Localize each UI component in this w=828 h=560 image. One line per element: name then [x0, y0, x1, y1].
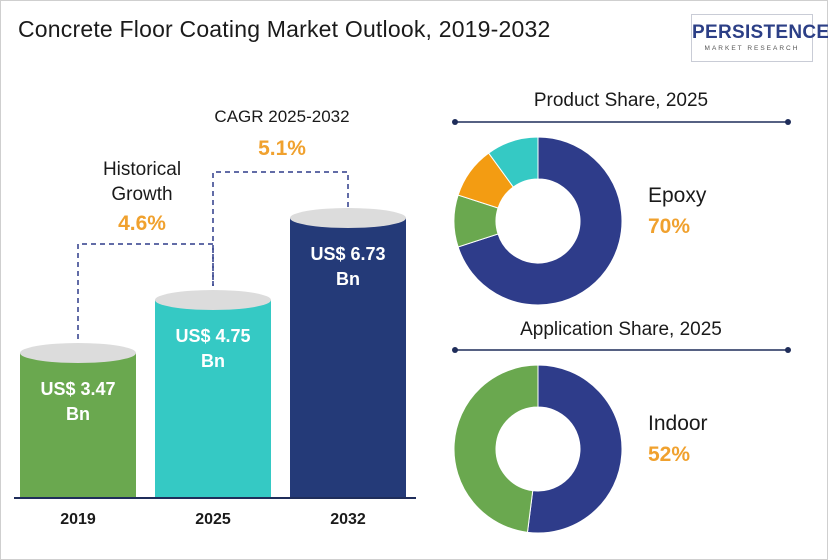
bar-chart: US$ 3.47 Bn 2019 US$ 4.75 Bn 2025 US$ 6.73 Bn 20…: [14, 208, 416, 528]
bar-2019: [20, 353, 136, 497]
divider-dot: [785, 119, 791, 125]
bar-value-label: US$ 6.73: [310, 244, 385, 264]
historical-growth-bracket: [77, 243, 214, 339]
x-tick-label: 2032: [330, 511, 366, 528]
highlight-name: Indoor: [648, 412, 708, 435]
cagr-label: CAGR 2025-2032: [214, 107, 349, 126]
x-tick-label: 2025: [195, 511, 231, 528]
logo-text: PERSISTENCE: [692, 22, 828, 43]
bar-value-unit: Bn: [201, 351, 225, 371]
highlight-value: 52%: [648, 443, 690, 466]
x-tick-label: 2019: [60, 511, 96, 528]
donut-title: Application Share, 2025: [520, 319, 722, 340]
donut-slice-4: [487, 136, 539, 188]
divider-dot: [452, 119, 458, 125]
historical-growth-label: Growth: [111, 184, 172, 205]
highlight-name: Epoxy: [648, 184, 707, 207]
cagr-bracket: [212, 171, 349, 286]
product-share-donut: Product Share, 2025 Epoxy 70%: [452, 90, 791, 306]
divider-dot: [785, 347, 791, 353]
bar-2025: [155, 300, 271, 497]
historical-growth-label: Historical: [103, 159, 181, 180]
bar-top-cap: [155, 290, 271, 310]
divider-dot: [452, 347, 458, 353]
donut-slice-2: [453, 364, 539, 533]
bar-top-cap: [20, 343, 136, 363]
brand-logo: PERSISTENCE MARKET RESEARCH: [691, 14, 828, 62]
logo-subtext: MARKET RESEARCH: [704, 45, 800, 52]
donut-slice-1: [526, 364, 623, 534]
application-share-donut: Application Share, 2025 Indoor 52%: [452, 319, 791, 534]
bar-2032: [290, 218, 406, 497]
bar-value-unit: Bn: [336, 269, 360, 289]
bar-value-label: US$ 3.47: [40, 379, 115, 399]
historical-growth-value: 4.6%: [118, 212, 166, 235]
donut-slice-1: [457, 136, 623, 306]
bar-top-cap: [290, 208, 406, 228]
bar-value-unit: Bn: [66, 404, 90, 424]
bar-value-label: US$ 4.75: [175, 326, 250, 346]
donut-title: Product Share, 2025: [534, 90, 708, 111]
highlight-value: 70%: [648, 215, 690, 238]
growth-annotations: Historical Growth 4.6% CAGR 2025-2032 5.1%: [77, 107, 350, 339]
page-title: Concrete Floor Coating Market Outlook, 2…: [18, 16, 551, 42]
cagr-value: 5.1%: [258, 137, 306, 160]
